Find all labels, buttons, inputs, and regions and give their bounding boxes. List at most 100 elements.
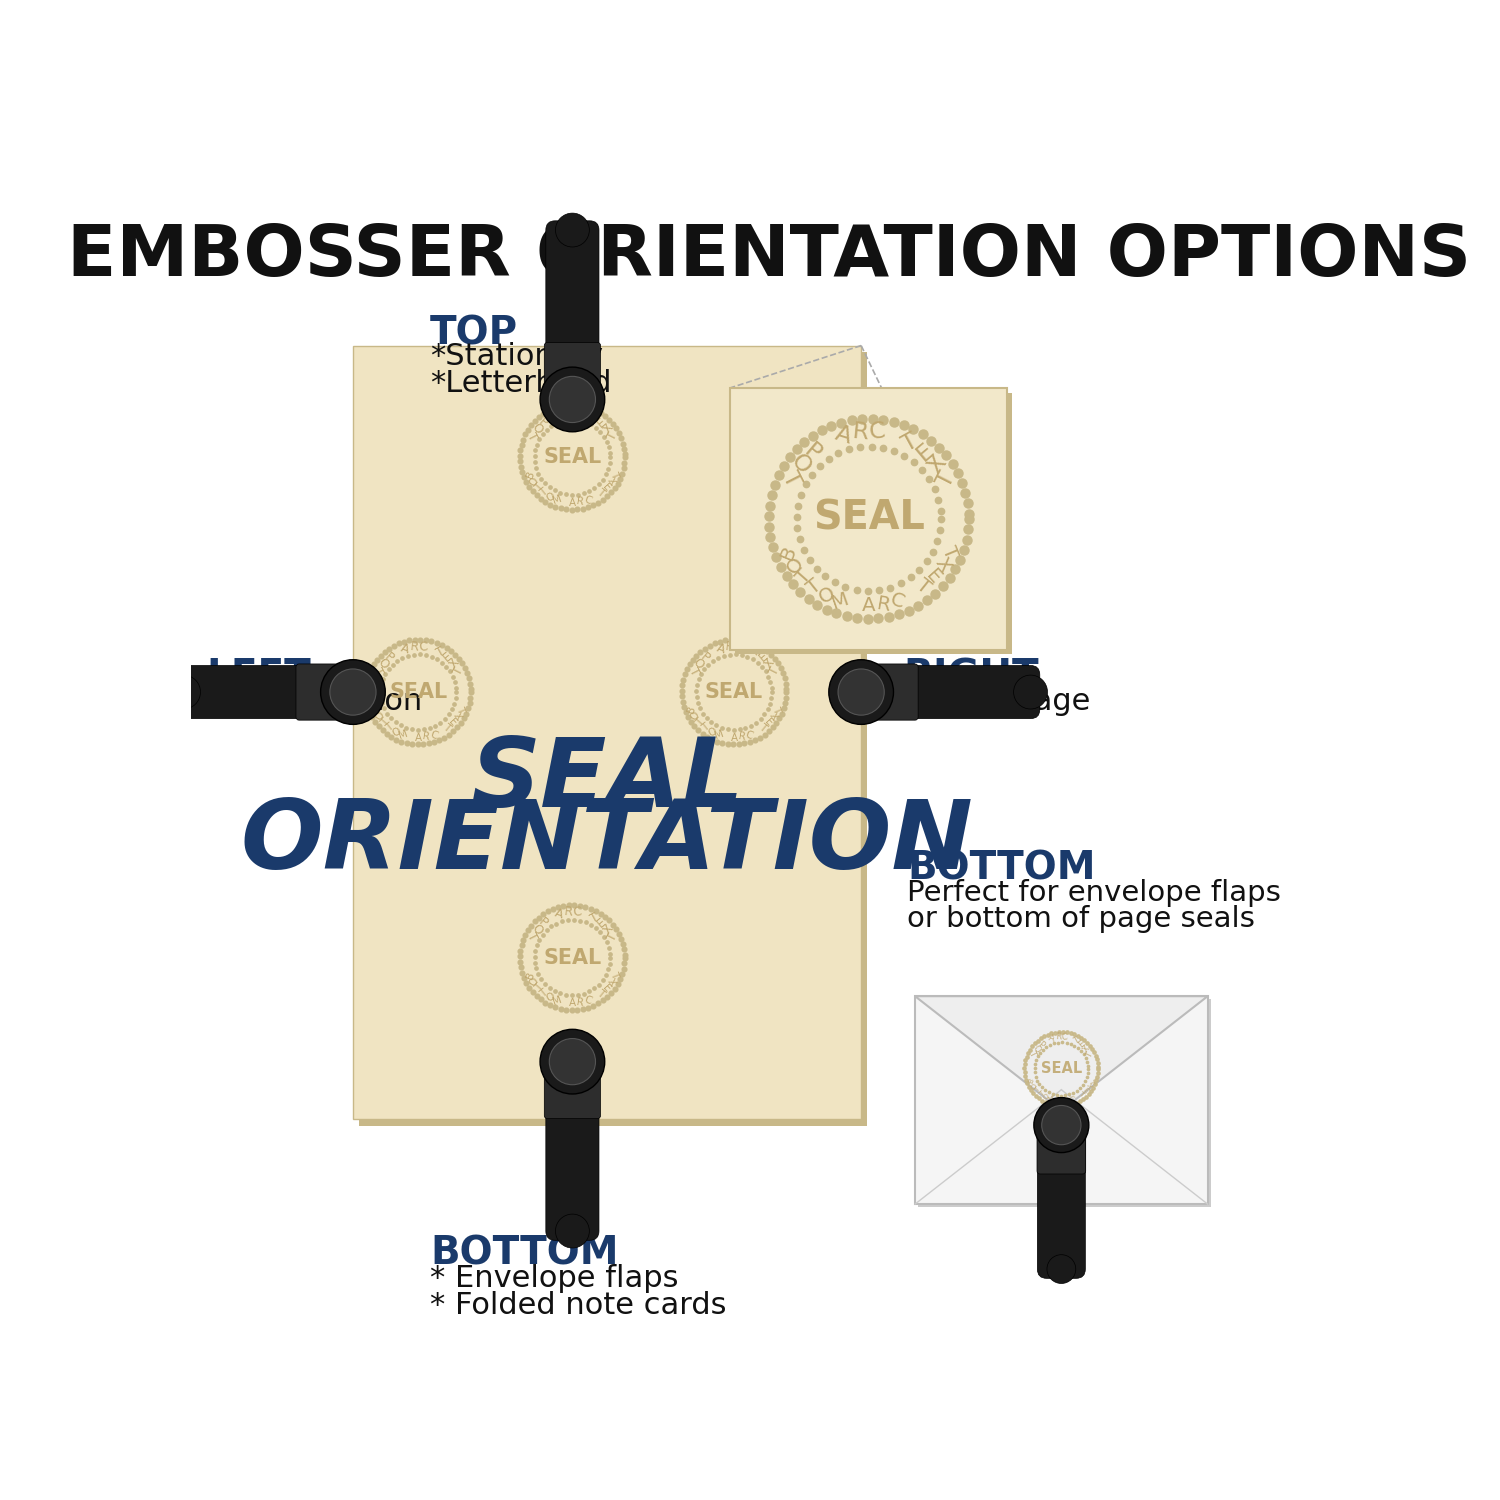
- Circle shape: [321, 660, 386, 724]
- Text: O: O: [1030, 1044, 1042, 1054]
- Text: A: A: [554, 406, 566, 422]
- Text: E: E: [600, 482, 612, 494]
- Text: TOP: TOP: [430, 315, 518, 352]
- Text: T: T: [441, 722, 453, 734]
- Circle shape: [1047, 1254, 1076, 1284]
- Text: R: R: [562, 906, 573, 920]
- Text: T: T: [606, 930, 621, 944]
- Text: T: T: [1034, 1086, 1041, 1094]
- Text: A: A: [730, 732, 738, 742]
- Text: C: C: [744, 729, 754, 741]
- Text: C: C: [572, 906, 582, 920]
- Text: LEFT: LEFT: [207, 657, 312, 696]
- Text: SEAL: SEAL: [390, 682, 447, 702]
- Text: T: T: [538, 987, 549, 999]
- Text: A: A: [554, 906, 566, 921]
- Text: C: C: [734, 640, 744, 654]
- Text: O: O: [375, 656, 392, 672]
- Text: R: R: [874, 594, 892, 615]
- Text: T: T: [525, 930, 540, 944]
- FancyBboxPatch shape: [546, 220, 598, 393]
- FancyBboxPatch shape: [1036, 1128, 1086, 1174]
- Circle shape: [549, 376, 596, 423]
- Text: P: P: [1036, 1040, 1046, 1050]
- FancyBboxPatch shape: [544, 1066, 600, 1119]
- Text: R: R: [1064, 1098, 1070, 1104]
- Text: SEAL: SEAL: [543, 948, 602, 968]
- Polygon shape: [915, 996, 1208, 1110]
- Text: T: T: [1084, 1050, 1095, 1059]
- Text: O: O: [544, 992, 556, 1004]
- Text: P: P: [800, 440, 825, 465]
- Text: T: T: [1038, 1090, 1046, 1098]
- Text: T: T: [792, 566, 814, 588]
- FancyBboxPatch shape: [546, 1068, 598, 1240]
- Text: M: M: [398, 729, 410, 741]
- Text: T: T: [686, 664, 700, 678]
- Text: R: R: [850, 420, 870, 444]
- Text: T: T: [700, 722, 711, 734]
- FancyBboxPatch shape: [865, 664, 918, 720]
- Text: R: R: [576, 998, 585, 1008]
- Text: T: T: [384, 722, 396, 734]
- Text: T: T: [804, 576, 825, 598]
- FancyBboxPatch shape: [358, 351, 867, 1125]
- Text: T: T: [898, 429, 922, 456]
- Text: E: E: [594, 416, 609, 430]
- Text: T: T: [694, 717, 706, 728]
- Text: X: X: [1082, 1044, 1092, 1054]
- Text: T: T: [596, 987, 606, 999]
- Text: R: R: [422, 732, 430, 742]
- Text: R: R: [562, 405, 573, 418]
- Text: T: T: [771, 705, 782, 714]
- Text: O: O: [390, 726, 402, 738]
- Text: B: B: [525, 970, 537, 981]
- Text: T: T: [370, 664, 386, 678]
- Text: C: C: [582, 495, 592, 506]
- Text: SEAL: SEAL: [543, 447, 602, 466]
- Text: T: T: [454, 705, 466, 714]
- Text: T: T: [912, 576, 934, 598]
- Text: C: C: [888, 590, 908, 612]
- Text: O: O: [528, 921, 544, 938]
- Text: SEAL: SEAL: [1041, 1062, 1082, 1077]
- Text: M: M: [712, 729, 724, 741]
- Text: O: O: [688, 710, 702, 723]
- Text: A: A: [1059, 1098, 1064, 1104]
- FancyBboxPatch shape: [296, 664, 348, 720]
- Text: X: X: [452, 711, 464, 722]
- Text: A: A: [862, 597, 876, 615]
- Text: T: T: [588, 910, 600, 926]
- Text: T: T: [1028, 1050, 1038, 1059]
- Circle shape: [555, 213, 590, 248]
- Text: BOTTOM: BOTTOM: [430, 1234, 618, 1274]
- Text: O: O: [786, 450, 816, 478]
- Text: E: E: [922, 566, 945, 588]
- Text: C: C: [419, 640, 428, 654]
- Text: C: C: [582, 994, 592, 1006]
- Text: X: X: [447, 657, 462, 670]
- Text: C: C: [572, 405, 582, 418]
- Text: O: O: [528, 476, 540, 488]
- Text: M: M: [830, 590, 852, 613]
- Circle shape: [540, 368, 604, 432]
- Text: X: X: [932, 555, 954, 576]
- Text: C: C: [1060, 1032, 1068, 1041]
- FancyBboxPatch shape: [918, 999, 1210, 1208]
- Text: T: T: [588, 410, 600, 424]
- Text: *Not Common: *Not Common: [207, 687, 422, 716]
- Text: P: P: [536, 416, 550, 429]
- Text: T: T: [532, 482, 544, 494]
- Text: SEAL: SEAL: [813, 500, 925, 538]
- Text: E: E: [594, 915, 609, 930]
- Text: R: R: [738, 732, 746, 742]
- Text: T: T: [532, 982, 544, 993]
- Text: E: E: [912, 438, 938, 466]
- Circle shape: [555, 1214, 590, 1248]
- Text: C: C: [868, 420, 886, 444]
- Text: M: M: [1047, 1095, 1054, 1102]
- Text: C: C: [1068, 1095, 1076, 1102]
- Text: A: A: [399, 640, 411, 656]
- Text: T: T: [609, 470, 621, 480]
- FancyBboxPatch shape: [352, 345, 861, 1119]
